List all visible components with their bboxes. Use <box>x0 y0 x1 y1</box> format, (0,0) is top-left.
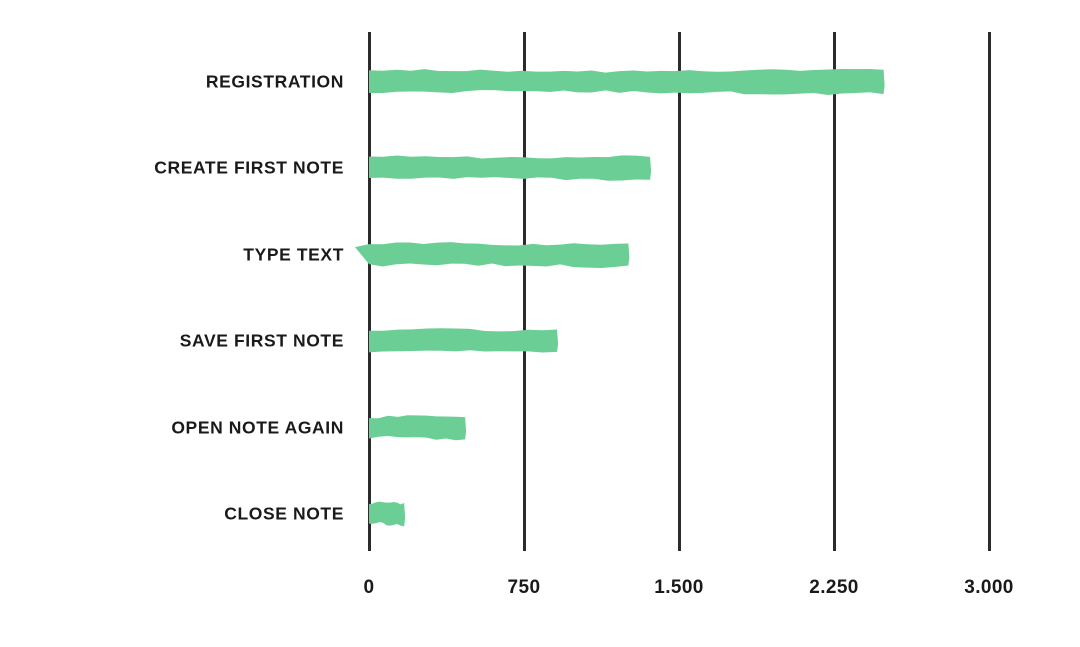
gridline-0 <box>367 32 371 551</box>
category-label: SAVE FIRST NOTE <box>179 330 344 351</box>
gridline-3000 <box>987 32 991 551</box>
bar-brush-stroke <box>368 69 885 95</box>
category-label: TYPE TEXT <box>243 244 344 265</box>
bar <box>368 328 559 354</box>
bar-brush-stroke <box>368 328 559 353</box>
bar-fill <box>368 328 559 353</box>
bar-fill <box>368 414 467 440</box>
bar-fill <box>368 69 885 95</box>
x-tick-label: 750 <box>507 577 541 598</box>
gridline-750 <box>522 32 526 551</box>
x-tick-label: 3.000 <box>964 577 1014 598</box>
bar-fill <box>368 501 406 527</box>
bar <box>368 155 652 182</box>
x-tick-label: 0 <box>363 577 375 598</box>
bar-brush-stroke <box>368 155 652 182</box>
category-label: REGISTRATION <box>205 71 344 92</box>
bar-fill <box>354 241 630 268</box>
x-tick-label: 2.250 <box>809 577 859 598</box>
bar <box>368 69 885 95</box>
bar-brush-stroke <box>354 241 630 268</box>
bar <box>354 241 630 268</box>
bar-brush-stroke <box>368 501 406 527</box>
x-tick-label: 1.500 <box>654 577 704 598</box>
gridline-2250 <box>832 32 836 551</box>
bar <box>368 414 467 441</box>
category-label: CREATE FIRST NOTE <box>154 157 344 178</box>
bar <box>368 501 406 527</box>
category-label: OPEN NOTE AGAIN <box>171 416 344 437</box>
bar-brush-stroke <box>368 414 467 440</box>
category-label: CLOSE NOTE <box>224 503 344 524</box>
gridline-1500 <box>677 32 681 551</box>
bar-fill <box>368 155 652 182</box>
